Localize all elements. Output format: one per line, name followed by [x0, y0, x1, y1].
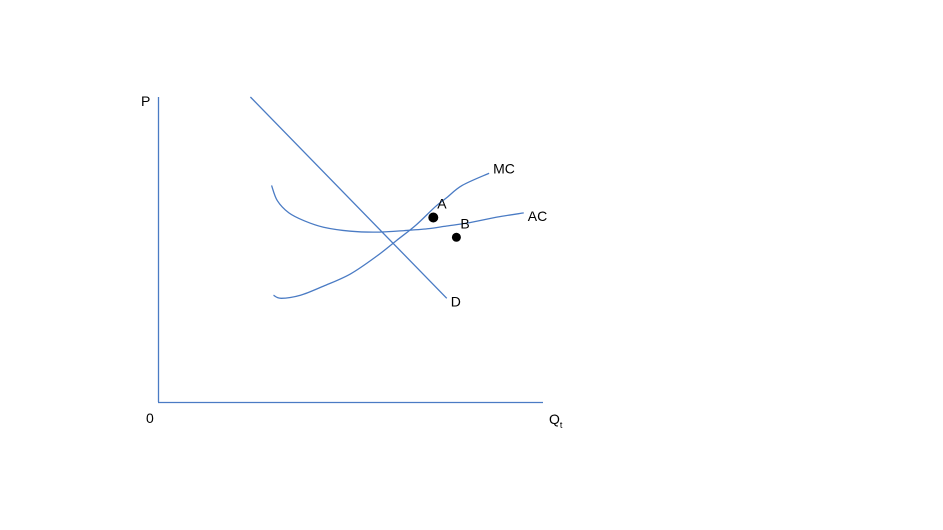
points-layer: AB [428, 196, 470, 242]
series-line-d [249, 96, 448, 299]
series-line-mc [273, 172, 490, 299]
series-label-mc: MC [493, 160, 515, 176]
series-line-ac [270, 185, 524, 233]
series-label-ac: AC [528, 208, 547, 224]
point-b [451, 232, 461, 242]
point-label-a: A [437, 196, 447, 212]
point-a [428, 212, 439, 223]
series-layer: D MC AC [249, 96, 547, 309]
origin-label: 0 [146, 410, 154, 426]
x-axis-label: Qt [549, 411, 563, 430]
x-axis-label-subscript: t [560, 420, 563, 430]
point-label-b: B [460, 215, 469, 231]
y-axis-label: P [141, 93, 150, 109]
series-label-d: D [451, 293, 461, 309]
x-axis-label-main: Q [549, 411, 560, 427]
